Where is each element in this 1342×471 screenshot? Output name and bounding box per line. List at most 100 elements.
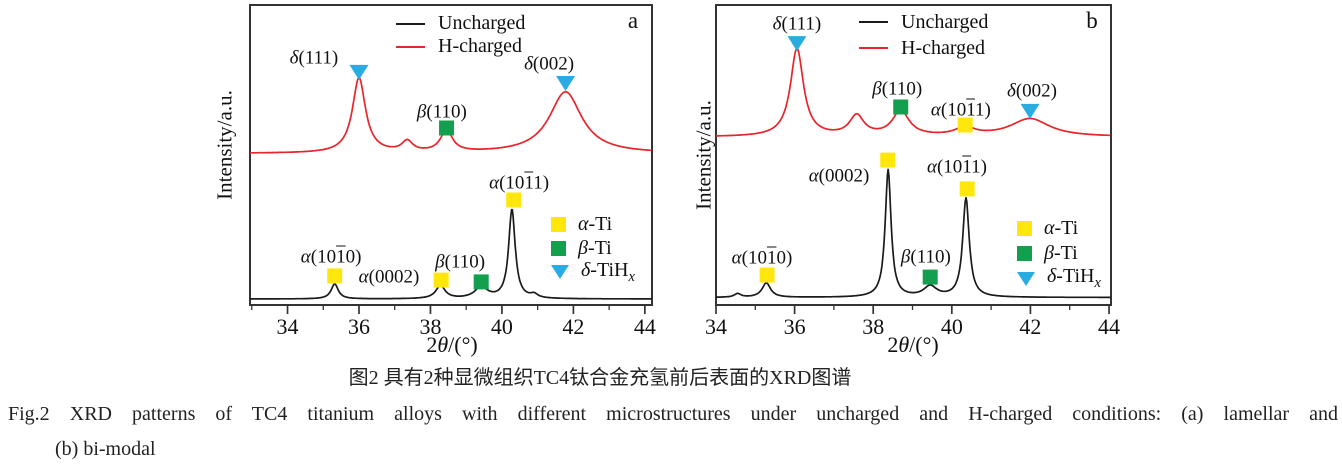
label-part: 1 xyxy=(962,156,972,178)
phase-legend-label: δ-TiHx xyxy=(581,259,635,286)
label-part: θ xyxy=(437,332,449,357)
peak-label: δ(002) xyxy=(1007,82,1057,101)
phase-legend-label: β-Ti xyxy=(1044,242,1078,265)
legend-label: Uncharged xyxy=(901,10,989,33)
phase-legend-label: α-Ti xyxy=(578,213,612,236)
label-part: 1) xyxy=(975,99,991,121)
label-part: α xyxy=(358,266,369,288)
phase-legend: α-Ti β-Ti δ-TiHx xyxy=(551,212,635,286)
label-part: 1 xyxy=(336,246,346,268)
delta-triangle-marker xyxy=(1020,103,1040,119)
alpha-square-marker xyxy=(759,267,775,283)
panel-letter: a xyxy=(627,8,639,33)
label-part: -TiH xyxy=(590,258,629,281)
legend-item: H-charged xyxy=(396,35,525,58)
label-part: (110) xyxy=(881,78,923,100)
alpha-square-marker xyxy=(957,117,973,133)
label-part: -Ti xyxy=(1054,217,1079,239)
label-part: (0002) xyxy=(368,266,420,288)
curve-uncharged xyxy=(249,208,652,300)
tick-label: 44 xyxy=(633,314,656,339)
tick-label: 42 xyxy=(562,314,585,339)
phase-legend-item: α-Ti xyxy=(551,212,635,236)
curve-h-charged xyxy=(249,76,652,154)
peak-label: β(110) xyxy=(435,253,485,272)
label-part: 0) xyxy=(345,246,362,268)
label-part: (111) xyxy=(781,13,822,35)
label-part: α xyxy=(578,212,589,235)
tick-label: 34 xyxy=(276,314,299,339)
alpha-square-marker xyxy=(506,192,522,208)
label-part: (0002) xyxy=(818,165,870,187)
peak-label: β(110) xyxy=(872,80,922,99)
beta-square-marker xyxy=(473,274,489,290)
tick-label: 42 xyxy=(1019,314,1042,339)
label-part: β xyxy=(435,251,445,273)
label-part: (111) xyxy=(298,47,339,69)
tick-label: 36 xyxy=(347,314,370,339)
caption-chinese: 图2 具有2种显微组织TC4钛合金充氢前后表面的XRD图谱 xyxy=(348,367,852,389)
label-part: (10 xyxy=(936,156,963,178)
peak-label: α(1011) xyxy=(927,158,987,177)
peak-label: δ(002) xyxy=(524,55,574,74)
label-part: -Ti xyxy=(588,212,613,235)
peak-label: α(1011) xyxy=(931,101,991,120)
label-part: /(°) xyxy=(448,332,478,357)
beta-square-marker xyxy=(439,120,455,136)
line-legend: Uncharged H-charged xyxy=(859,9,988,61)
alpha-square-icon xyxy=(1017,221,1032,236)
tick-label: 34 xyxy=(705,314,727,339)
beta-square-icon xyxy=(1017,246,1032,261)
hcharged-line-swatch xyxy=(396,45,425,48)
label-part: (10 xyxy=(741,247,767,269)
uncharged-line-swatch xyxy=(396,22,425,25)
tick-label: 38 xyxy=(862,314,885,339)
label-part: (10 xyxy=(310,246,337,268)
label-part: δ xyxy=(1007,80,1016,102)
alpha-square-marker xyxy=(880,152,896,168)
phase-legend-label: δ-TiHx xyxy=(1047,265,1101,292)
tick-label: 36 xyxy=(783,314,806,339)
panel-letter: b xyxy=(1086,8,1098,33)
label-part: 1 xyxy=(966,99,975,121)
legend-item: H-charged xyxy=(859,35,988,61)
curve-h-charged xyxy=(715,47,1111,137)
label-part: θ xyxy=(898,332,910,357)
x-axis-label: 2θ/(°) xyxy=(887,334,938,356)
tick-label: 40 xyxy=(940,314,963,339)
label-part: 1 xyxy=(766,247,777,269)
label-part: α xyxy=(300,246,311,268)
legend-item: Uncharged xyxy=(396,12,525,35)
delta-triangle-marker xyxy=(556,76,576,91)
curve-uncharged xyxy=(715,168,1111,299)
plot-box xyxy=(249,4,653,306)
phase-legend-item: β-Ti xyxy=(551,236,635,260)
label-part: β xyxy=(872,78,882,100)
label-part: -Ti xyxy=(587,236,612,259)
label-part: (10 xyxy=(940,99,967,121)
label-part: 1) xyxy=(533,172,550,194)
peak-label: δ(111) xyxy=(290,49,339,68)
peak-label: α(1010) xyxy=(301,248,362,267)
label-part: -TiH xyxy=(1056,265,1095,287)
label-part: β xyxy=(416,101,427,123)
label-part: 1) xyxy=(971,156,987,178)
alpha-square-marker xyxy=(959,181,975,197)
peak-label: α(1011) xyxy=(489,173,549,192)
delta-triangle-icon xyxy=(1017,271,1035,286)
phase-legend-item: δ-TiHx xyxy=(551,259,635,286)
label-part: (110) xyxy=(444,251,486,273)
legend-item: Uncharged xyxy=(859,9,988,35)
label-part: α xyxy=(926,156,937,178)
label-part: 2 xyxy=(887,332,899,357)
delta-triangle-marker xyxy=(787,36,807,52)
y-axis-label: Intensity/a.u. xyxy=(691,100,716,210)
label-part: (10 xyxy=(499,172,525,194)
caption-english-line1: Fig.2 XRD patterns of TC4 titanium alloy… xyxy=(8,403,1338,425)
phase-legend-item: α-Ti xyxy=(1017,216,1101,241)
peak-label: α(1010) xyxy=(732,248,793,267)
label-part: -Ti xyxy=(1053,242,1078,264)
label-part: (002) xyxy=(532,53,575,75)
